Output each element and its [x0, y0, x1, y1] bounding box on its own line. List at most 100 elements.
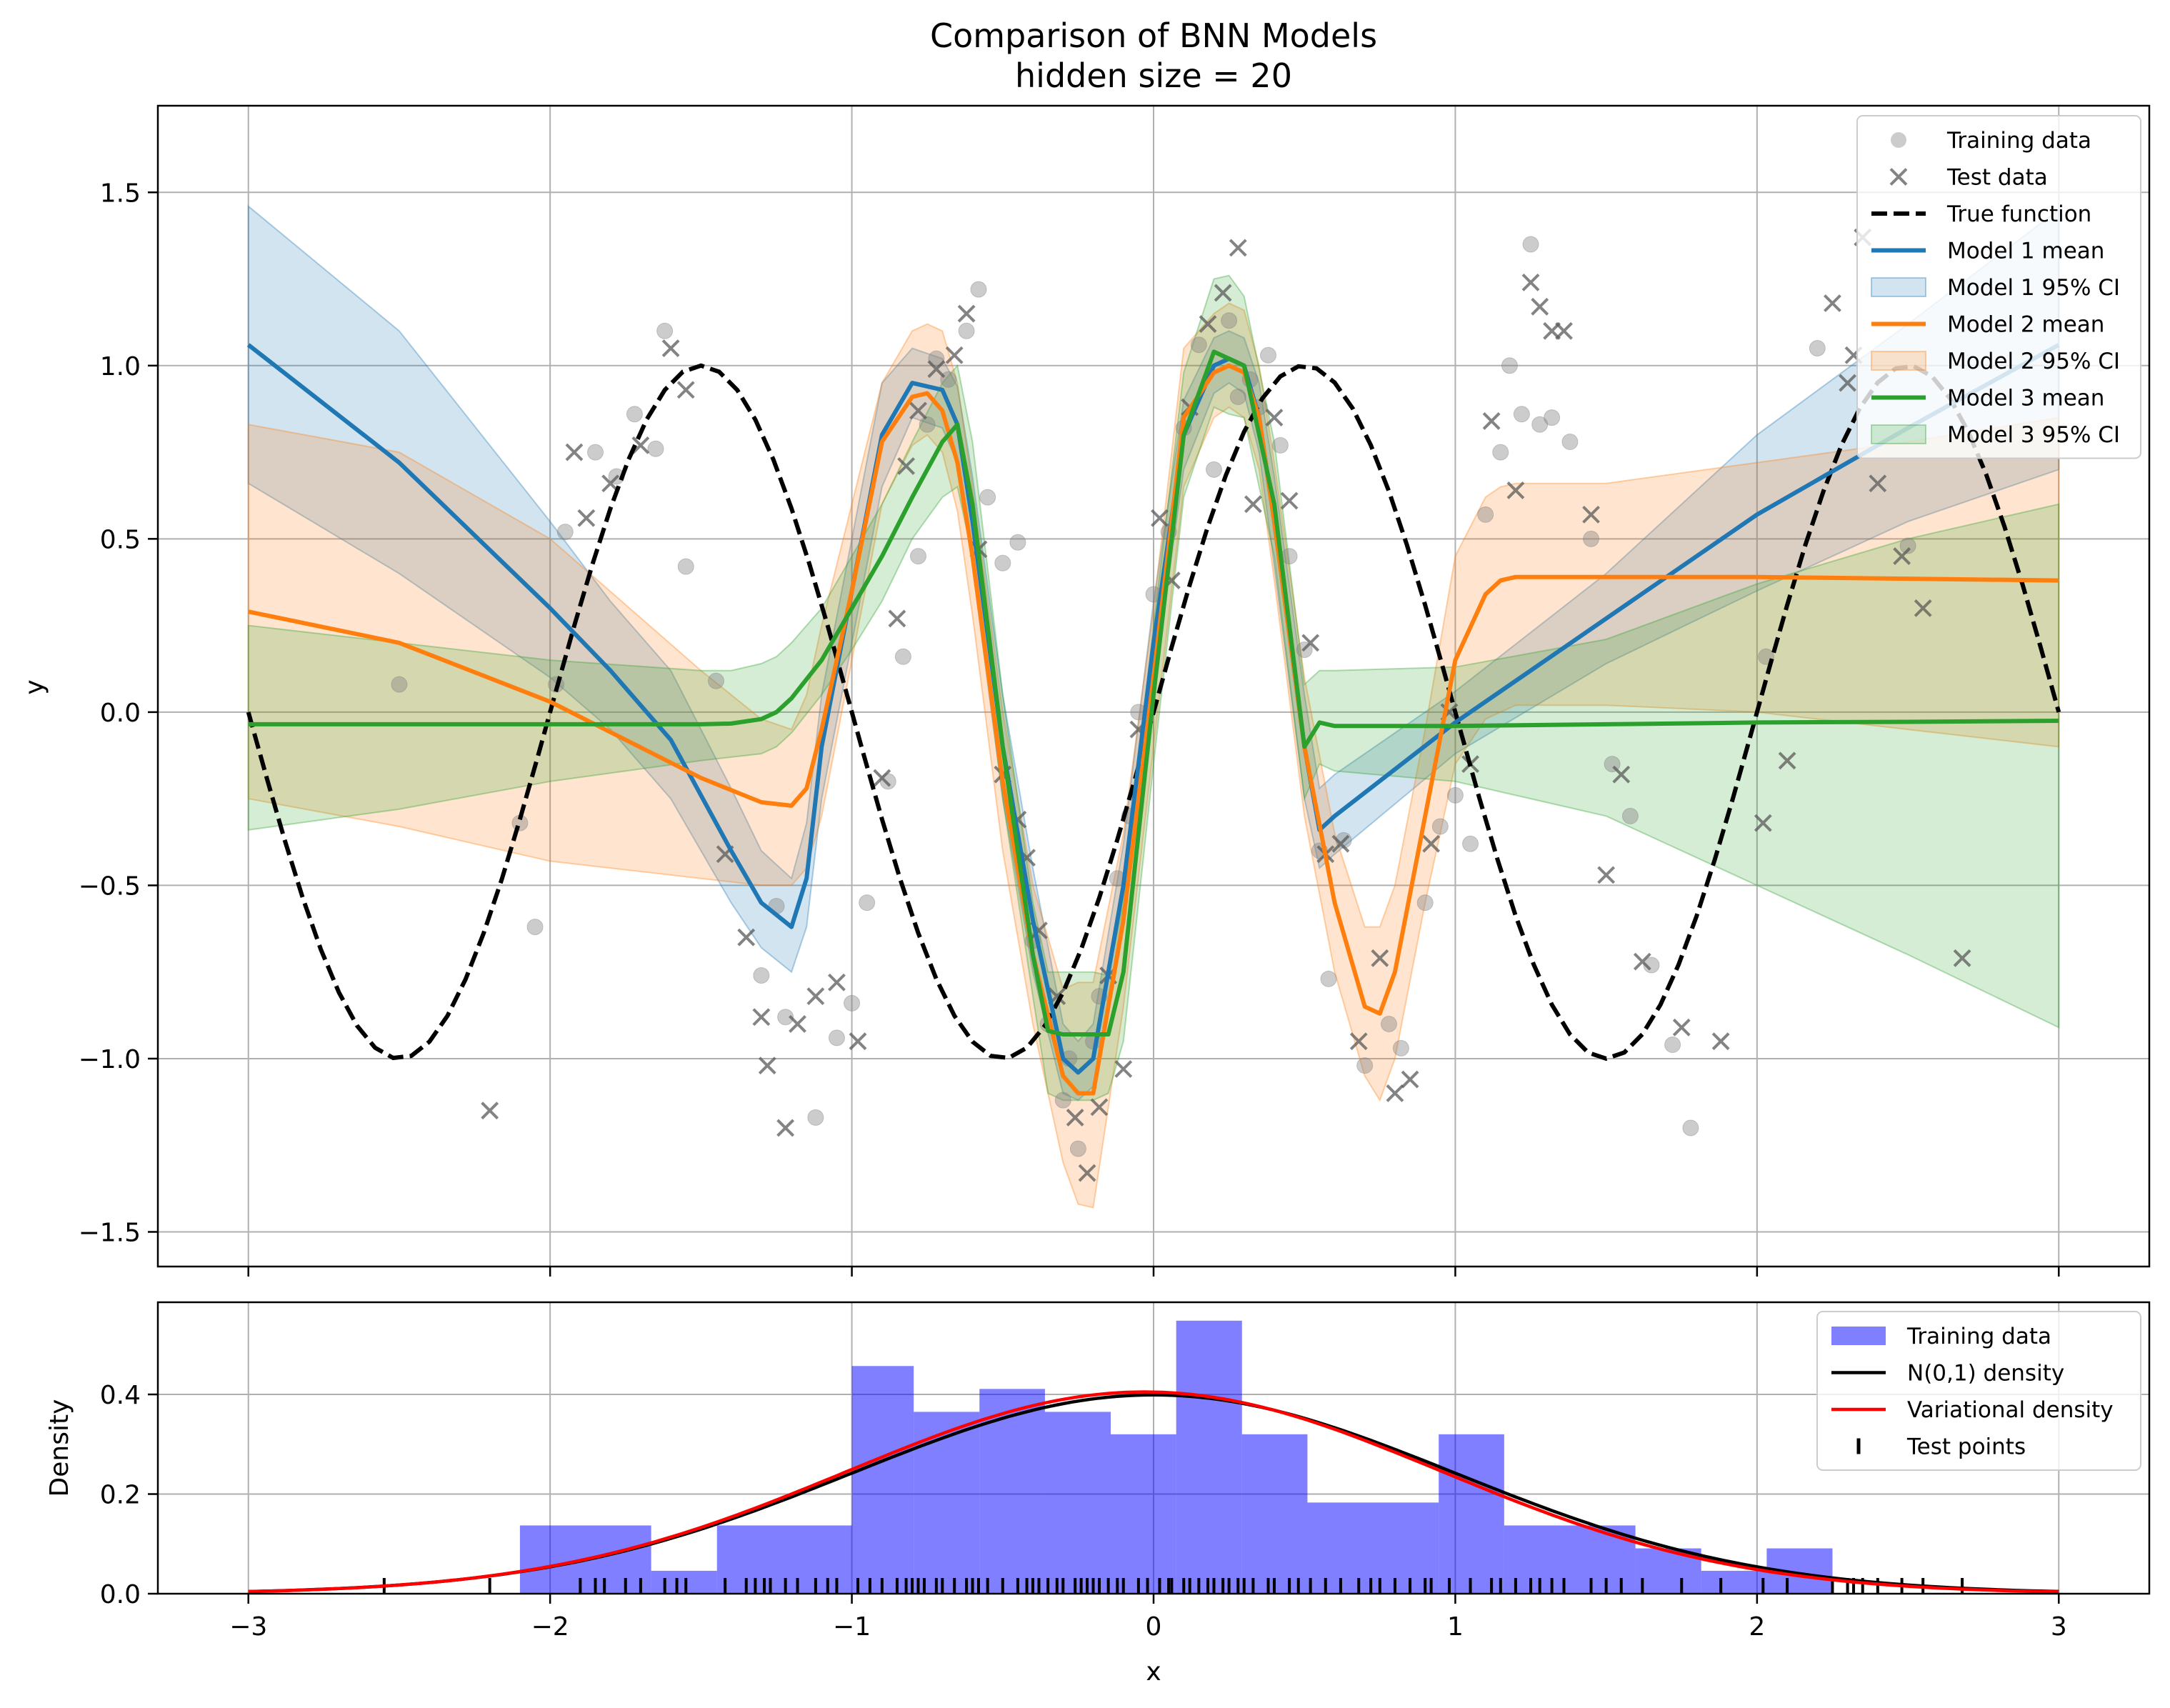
training-point: [1544, 409, 1561, 426]
test-point: [661, 339, 680, 357]
training-point: [807, 1109, 824, 1126]
legend-label: Model 1 95% CI: [1947, 275, 2120, 301]
training-point: [1260, 346, 1277, 364]
training-point: [647, 440, 664, 457]
training-point: [979, 489, 996, 506]
histogram-bar: [1176, 1320, 1242, 1594]
training-point: [1009, 534, 1026, 551]
training-point: [919, 416, 936, 433]
test-point: [888, 609, 906, 628]
training-point: [1501, 357, 1518, 374]
training-point: [677, 558, 694, 575]
bottom-x-tick-label: 1: [1447, 1612, 1464, 1642]
bottom-ticks: −3 −2 −1 0 1 2 3 0.0 0.2 0.4: [100, 1381, 2067, 1642]
bottom-x-axis-label: x: [1146, 1657, 1161, 1687]
legend-patch: [1871, 424, 1926, 444]
histogram-bar: [851, 1366, 914, 1594]
test-point: [1953, 949, 1971, 967]
training-point: [1492, 444, 1509, 461]
legend-histogram-patch: [1831, 1327, 1886, 1345]
training-point: [1392, 1039, 1409, 1057]
bottom-x-tick-label: −3: [229, 1612, 267, 1642]
training-point: [1190, 336, 1207, 354]
test-point: [909, 401, 927, 420]
model-2-ci-band: [247, 302, 2060, 1209]
training-point: [1229, 388, 1246, 405]
test-point: [577, 509, 596, 527]
model-3-mean-line: [248, 349, 2059, 1037]
training-point: [1477, 506, 1494, 523]
test-point: [957, 304, 976, 323]
training-point: [1356, 1057, 1374, 1074]
test-point: [1151, 509, 1169, 527]
test-point: [1672, 1018, 1691, 1037]
bottom-y-axis-label: Density: [45, 1399, 74, 1497]
training-point: [1416, 894, 1434, 912]
training-point: [1643, 957, 1660, 974]
chart-title: Comparison of BNN Models: [930, 16, 1377, 55]
test-point: [1371, 949, 1389, 967]
test-point: [1090, 1098, 1109, 1117]
bottom-y-tick-label: 0.2: [100, 1481, 141, 1510]
test-point: [1265, 409, 1284, 426]
test-point: [927, 360, 946, 379]
histogram-bar: [1241, 1434, 1308, 1594]
test-point: [1531, 297, 1549, 316]
training-point: [556, 524, 574, 541]
legend-label: Model 3 mean: [1947, 386, 2104, 411]
test-point: [1506, 481, 1525, 499]
test-point: [1869, 474, 1887, 493]
bottom-legend-box: [1816, 1311, 2141, 1471]
legend-label: N(0,1) density: [1907, 1361, 2064, 1387]
legend-label: Training data: [1946, 128, 2091, 154]
training-point: [1621, 807, 1639, 824]
training-point: [1069, 1140, 1086, 1157]
test-point: [1778, 751, 1796, 770]
test-point: [1422, 834, 1441, 853]
test-point: [631, 436, 650, 454]
top-plot-area: [246, 204, 2061, 1209]
test-point: [676, 381, 695, 399]
test-point: [945, 346, 964, 364]
test-point: [1214, 284, 1232, 302]
test-point: [1711, 1032, 1730, 1051]
legend-label: Training data: [1906, 1324, 2051, 1349]
training-point: [1809, 340, 1826, 357]
legend-patch: [1871, 351, 1926, 371]
training-point: [391, 676, 408, 693]
test-point: [1597, 866, 1616, 884]
legend-label: Variational density: [1907, 1397, 2114, 1423]
top-y-tick-label: 0.0: [100, 699, 141, 728]
training-point: [1221, 312, 1238, 329]
histogram-bar: [1044, 1412, 1111, 1594]
test-point: [1078, 1164, 1096, 1182]
test-point: [1824, 294, 1841, 312]
test-point: [1331, 834, 1350, 853]
test-point: [1893, 547, 1911, 566]
top-y-tick-label: 1.0: [100, 352, 141, 381]
bottom-x-tick-label: −2: [531, 1612, 569, 1642]
model-2-mean-line: [248, 363, 2059, 1096]
training-point: [1561, 434, 1579, 451]
training-point: [1054, 1092, 1071, 1109]
test-point: [1582, 505, 1600, 524]
training-point: [844, 994, 861, 1012]
test-point: [1301, 634, 1320, 652]
training-point: [1380, 1015, 1397, 1032]
legend-label: Model 1 mean: [1947, 239, 2104, 264]
test-point: [481, 1102, 499, 1120]
top-y-tick-label: 1.5: [100, 179, 141, 208]
bottom-plot-area: [248, 1320, 2059, 1594]
test-point: [1482, 412, 1501, 430]
legend-label: Test data: [1946, 165, 2048, 191]
test-point: [1555, 321, 1573, 340]
top-legend-box: [1856, 115, 2141, 459]
training-point: [1899, 537, 1916, 554]
bottom-axes: −3 −2 −1 0 1 2 3 0.0 0.2 0.4 x Density Training d…: [45, 1301, 2151, 1687]
bottom-y-tick-label: 0.0: [100, 1580, 141, 1609]
histogram-bar: [1439, 1434, 1504, 1594]
training-point: [958, 322, 975, 339]
training-point: [1462, 835, 1479, 852]
training-point: [707, 672, 724, 689]
